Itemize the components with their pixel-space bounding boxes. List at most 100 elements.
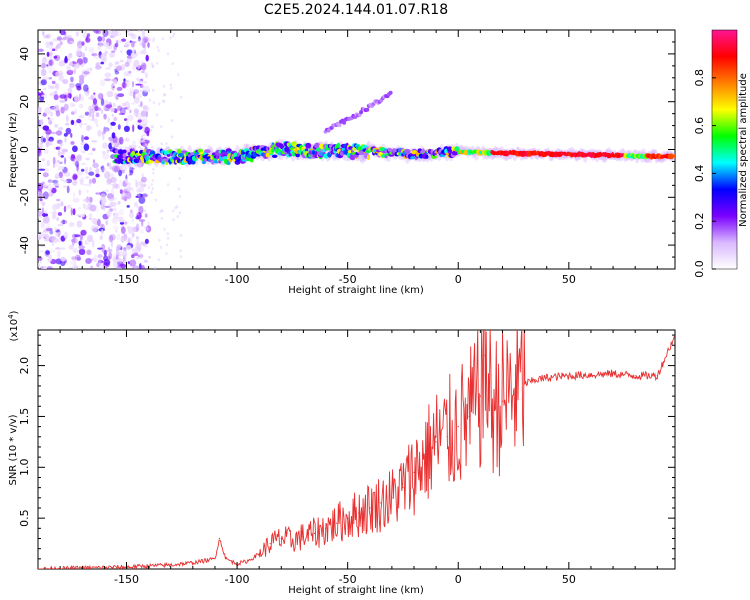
noise-speck	[160, 216, 163, 220]
noise-speck	[42, 229, 50, 233]
noise-speck	[107, 117, 110, 123]
noise-speck	[131, 218, 134, 223]
noise-speck	[69, 222, 75, 226]
noise-speck	[83, 143, 90, 151]
noise-speck	[60, 201, 64, 207]
noise-speck	[51, 80, 56, 85]
noise-speck	[125, 79, 131, 88]
y-tick-label: 40	[18, 47, 31, 61]
noise-speck	[120, 226, 126, 234]
noise-speck	[112, 225, 120, 230]
noise-speck	[121, 81, 128, 89]
noise-speck	[108, 252, 113, 260]
noise-speck	[78, 245, 86, 250]
noise-speck	[103, 126, 107, 134]
snr-multiplier: (x104)	[7, 310, 20, 341]
noise-speck	[62, 78, 69, 85]
noise-speck	[38, 191, 43, 197]
noise-speck	[59, 30, 66, 36]
noise-speck	[91, 53, 98, 57]
noise-speck	[144, 106, 151, 112]
snr-data-point	[247, 560, 249, 562]
noise-speck	[69, 82, 75, 88]
noise-speck	[62, 185, 68, 188]
noise-speck	[102, 152, 109, 160]
noise-speck	[143, 139, 150, 144]
noise-speck	[119, 189, 123, 194]
noise-speck	[49, 235, 57, 241]
noise-speck	[118, 209, 125, 216]
noise-speck	[54, 124, 59, 128]
noise-speck	[102, 56, 107, 62]
noise-speck	[57, 159, 60, 163]
noise-speck	[86, 234, 94, 243]
noise-speck	[76, 163, 79, 172]
snr-data-point	[380, 502, 382, 504]
noise-speck	[123, 78, 126, 83]
snr-data-point	[347, 517, 349, 519]
noise-speck	[57, 212, 63, 216]
band-mark	[446, 146, 453, 152]
noise-speck	[92, 239, 95, 248]
noise-speck	[57, 223, 64, 227]
band-halo	[358, 153, 364, 162]
noise-speck	[78, 114, 85, 119]
noise-speck	[133, 59, 140, 68]
noise-speck	[152, 39, 155, 43]
snr-frame	[37, 329, 676, 570]
noise-speck	[119, 107, 126, 115]
noise-speck	[53, 55, 58, 59]
noise-speck	[172, 218, 175, 222]
noise-speck	[111, 186, 115, 195]
snr-data-point	[258, 553, 260, 555]
y-tick-label: 1.5	[18, 408, 31, 426]
noise-speck	[64, 137, 67, 143]
noise-speck	[55, 130, 63, 136]
noise-speck	[64, 157, 67, 165]
noise-speck	[113, 142, 118, 147]
noise-speck	[50, 112, 54, 117]
x-tick-label: -50	[339, 573, 357, 586]
band-mark	[122, 149, 127, 154]
noise-speck	[72, 175, 75, 180]
snr-data-point	[313, 532, 316, 535]
noise-speck	[55, 258, 62, 265]
noise-speck	[41, 207, 45, 215]
band-mark	[295, 153, 300, 158]
noise-speck	[117, 105, 122, 111]
noise-speck	[124, 221, 128, 225]
noise-speck	[149, 129, 153, 132]
noise-speck	[41, 202, 46, 207]
noise-speck	[111, 50, 116, 53]
noise-speck	[85, 37, 91, 43]
noise-speck	[53, 104, 60, 110]
band-mark	[211, 160, 215, 165]
band-mark	[410, 156, 416, 160]
noise-speck	[151, 125, 154, 129]
band-mark	[271, 154, 278, 158]
noise-speck	[85, 166, 89, 175]
noise-speck	[177, 187, 180, 191]
noise-speck	[116, 265, 122, 269]
noise-speck	[100, 167, 106, 172]
noise-speck	[48, 118, 51, 125]
noise-speck	[49, 65, 53, 74]
noise-speck	[49, 117, 55, 121]
noise-speck	[111, 30, 118, 37]
noise-speck	[72, 61, 78, 65]
noise-speck	[83, 136, 89, 141]
noise-speck	[111, 113, 115, 118]
noise-speck	[70, 141, 75, 145]
noise-speck	[146, 227, 149, 231]
noise-speck	[72, 208, 76, 216]
noise-speck	[89, 108, 96, 114]
noise-speck	[80, 168, 85, 172]
noise-speck	[72, 263, 78, 269]
noise-speck	[55, 71, 60, 77]
noise-speck	[148, 255, 151, 259]
noise-speck	[53, 94, 59, 101]
noise-speck	[123, 125, 130, 132]
noise-speck	[47, 138, 53, 142]
noise-speck	[110, 240, 114, 248]
noise-speck	[99, 79, 106, 87]
